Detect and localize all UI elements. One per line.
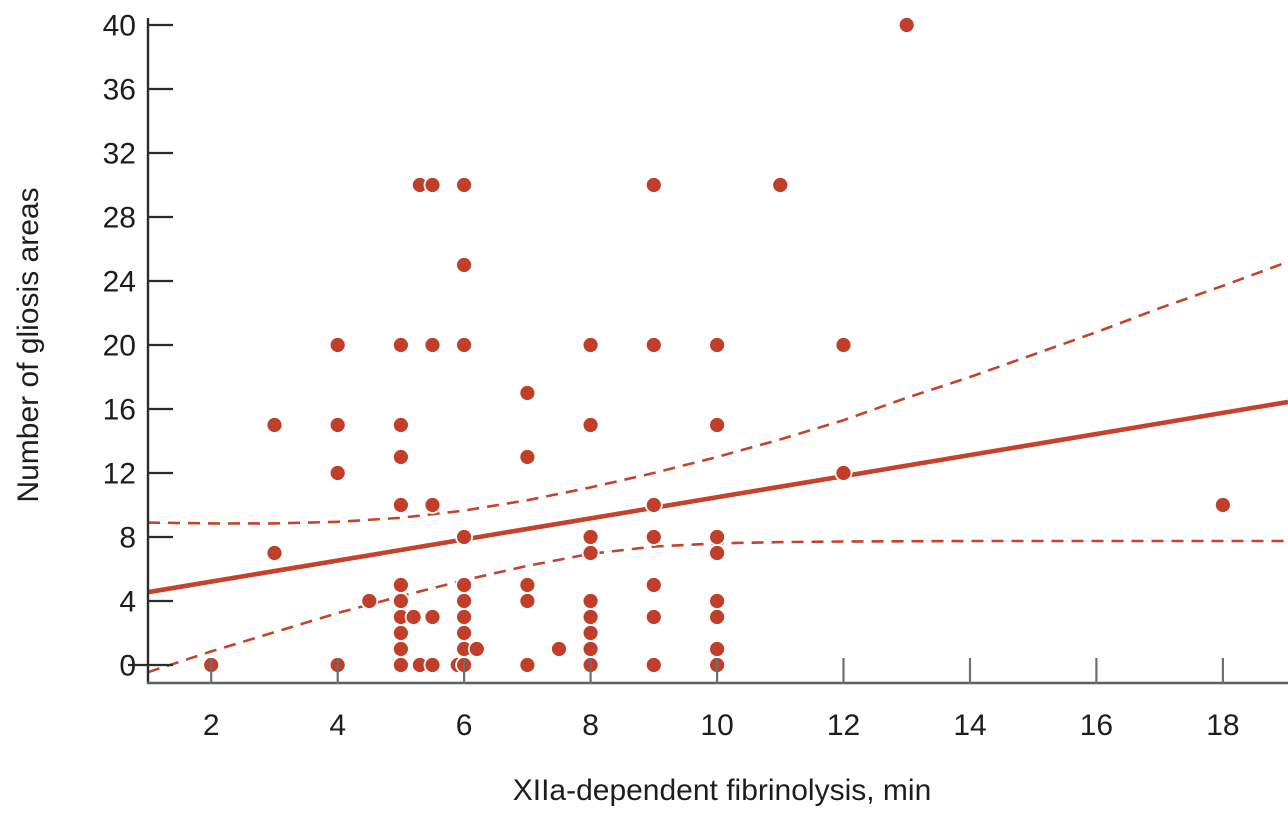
- y-tick-label: 0: [119, 650, 136, 683]
- y-tick-label: 16: [103, 394, 136, 427]
- data-point: [391, 448, 410, 466]
- data-point: [518, 656, 537, 674]
- data-point: [708, 640, 726, 658]
- data-point: [423, 496, 442, 514]
- data-point: [644, 176, 663, 194]
- data-point: [423, 336, 442, 354]
- x-tick-label: 6: [456, 709, 473, 742]
- axis-ticks: [128, 23, 1225, 684]
- data-point: [581, 592, 600, 610]
- data-point: [581, 336, 600, 354]
- data-point: [581, 528, 600, 546]
- x-tick-label: 12: [827, 709, 860, 742]
- data-point: [644, 576, 663, 594]
- y-axis-title: Number of gliosis areas: [12, 187, 45, 502]
- data-point: [265, 416, 284, 434]
- data-point: [518, 576, 537, 594]
- data-point: [1214, 496, 1232, 514]
- data-points: [202, 16, 1232, 674]
- x-tick-label: 4: [329, 709, 346, 742]
- y-tick-label: 24: [103, 266, 136, 299]
- data-point: [581, 608, 600, 626]
- x-tick-label: 2: [203, 709, 220, 742]
- y-tick-label: 12: [103, 458, 136, 491]
- data-point: [404, 608, 423, 626]
- data-point: [455, 528, 474, 546]
- data-point: [360, 592, 379, 610]
- data-point: [328, 336, 347, 354]
- data-point: [265, 544, 284, 562]
- x-tick-label: 8: [582, 709, 599, 742]
- data-point: [771, 176, 790, 194]
- data-point: [423, 656, 442, 674]
- data-point: [644, 528, 663, 546]
- data-point: [581, 416, 600, 434]
- data-point: [581, 624, 600, 642]
- data-point: [391, 656, 410, 674]
- data-point: [391, 640, 410, 658]
- x-tick-label: 10: [700, 709, 733, 742]
- data-point: [708, 336, 726, 354]
- data-point: [581, 544, 600, 562]
- data-point: [328, 464, 347, 482]
- data-point: [644, 656, 663, 674]
- data-point: [455, 608, 474, 626]
- regression-line: [147, 399, 1288, 595]
- y-tick-label: 20: [103, 330, 136, 363]
- data-point: [455, 576, 474, 594]
- data-point: [423, 608, 442, 626]
- data-point: [391, 336, 410, 354]
- x-tick-label: 14: [953, 709, 986, 742]
- data-point: [708, 416, 726, 434]
- data-point: [708, 592, 726, 610]
- data-point: [328, 416, 347, 434]
- data-point: [391, 576, 410, 594]
- data-point: [455, 256, 474, 274]
- data-point: [708, 528, 726, 546]
- data-point: [423, 176, 442, 194]
- y-tick-label: 28: [103, 202, 136, 235]
- ci-upper-line: [147, 260, 1288, 525]
- x-axis-title: XIIa-dependent fibrinolysis, min: [513, 774, 932, 807]
- data-point: [455, 624, 474, 642]
- data-point: [644, 336, 663, 354]
- y-tick-label: 32: [103, 138, 136, 171]
- data-point: [467, 640, 486, 658]
- data-point: [518, 384, 537, 402]
- y-tick-label: 36: [103, 74, 136, 107]
- data-point: [834, 464, 853, 482]
- data-point: [550, 640, 568, 658]
- data-point: [518, 448, 537, 466]
- data-point: [455, 176, 474, 194]
- data-point: [391, 624, 410, 642]
- data-point: [897, 16, 916, 34]
- data-point: [455, 592, 474, 610]
- data-point: [644, 496, 663, 514]
- data-point: [708, 608, 726, 626]
- confidence-band-lines: [147, 260, 1288, 674]
- x-tick-label: 18: [1206, 709, 1239, 742]
- data-point: [644, 608, 663, 626]
- data-point: [708, 544, 726, 562]
- x-tick-label: 16: [1080, 709, 1113, 742]
- data-point: [834, 336, 853, 354]
- regression-line-group: [147, 399, 1288, 595]
- data-point: [391, 592, 410, 610]
- data-point: [391, 416, 410, 434]
- data-point: [391, 496, 410, 514]
- data-point: [518, 592, 537, 610]
- data-point: [455, 336, 474, 354]
- data-point: [581, 640, 600, 658]
- y-tick-label: 40: [103, 10, 136, 43]
- y-tick-label: 4: [119, 586, 136, 619]
- y-tick-label: 8: [119, 522, 136, 555]
